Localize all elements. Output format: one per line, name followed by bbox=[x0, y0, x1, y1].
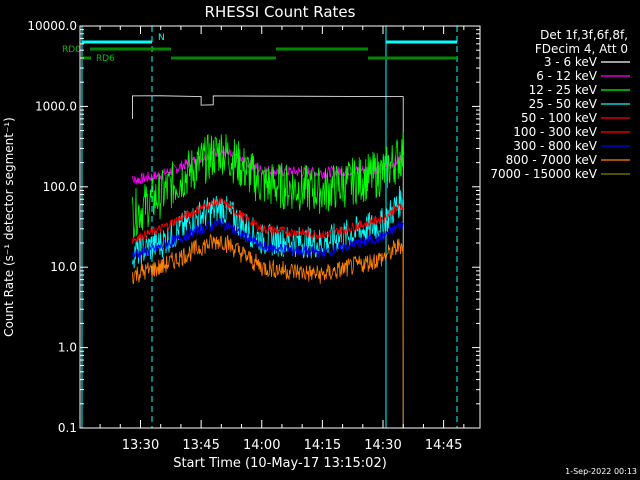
series-line-3-6-kev bbox=[132, 95, 404, 428]
series-line-300-800-kev bbox=[132, 217, 404, 260]
y-tick-label: 10.0 bbox=[50, 260, 77, 274]
y-tick-label: 1000.0 bbox=[35, 99, 77, 113]
x-tick-label: 13:45 bbox=[182, 438, 219, 453]
legend-header: FDecim 4, Att 0 bbox=[535, 42, 628, 56]
x-axis: 13:30 13:45 14:00 14:15 14:30 14:45 bbox=[99, 26, 465, 453]
series-line-25-50-kev bbox=[132, 185, 404, 269]
x-tick-label: 14:30 bbox=[364, 438, 401, 453]
legend-entry: 3 - 6 keV bbox=[544, 55, 598, 69]
rd0-label: RD0 bbox=[62, 45, 81, 55]
legend-entry: 25 - 50 keV bbox=[529, 97, 598, 111]
y-axis: 0.1 1.0 10.0 100.0 1000.0 10000.0 bbox=[27, 19, 480, 435]
legend-entry: 100 - 300 keV bbox=[513, 125, 597, 139]
night-label: N bbox=[158, 33, 165, 43]
legend-entry: 50 - 100 keV bbox=[521, 111, 598, 125]
legend-entry: 300 - 800 keV bbox=[513, 139, 597, 153]
y-tick-label: 1.0 bbox=[58, 341, 77, 355]
series-line-12-25-kev bbox=[132, 132, 404, 239]
chart-title: RHESSI Count Rates bbox=[205, 3, 356, 21]
series-line-800-7000-kev bbox=[132, 233, 404, 429]
legend-entry: 12 - 25 keV bbox=[529, 83, 598, 97]
x-axis-label: Start Time (10-May-17 13:15:02) bbox=[173, 456, 387, 471]
plot-frame bbox=[79, 25, 481, 429]
y-axis-label: Count Rate (s⁻¹ detector segment⁻¹) bbox=[2, 117, 16, 337]
rd6-label: RD6 bbox=[96, 54, 115, 64]
legend: Det 1f,3f,6f,8f,FDecim 4, Att 03 - 6 keV… bbox=[490, 28, 630, 181]
legend-entry: 800 - 7000 keV bbox=[506, 153, 598, 167]
legend-header: Det 1f,3f,6f,8f, bbox=[540, 28, 628, 42]
y-tick-label: 100.0 bbox=[43, 180, 77, 194]
y-tick-label: 10000.0 bbox=[27, 19, 77, 33]
plot-area: N RD0 RD6 bbox=[62, 26, 458, 429]
x-tick-label: 14:45 bbox=[425, 438, 462, 453]
x-tick-label: 14:15 bbox=[304, 438, 341, 453]
legend-entry: 7000 - 15000 keV bbox=[490, 167, 597, 181]
timestamp-label: 1-Sep-2022 00:13 bbox=[565, 467, 637, 476]
legend-entry: 6 - 12 keV bbox=[536, 69, 598, 83]
x-tick-label: 14:00 bbox=[243, 438, 280, 453]
y-tick-label: 0.1 bbox=[58, 421, 77, 435]
x-tick-label: 13:30 bbox=[122, 438, 159, 453]
series-line-6-12-kev bbox=[132, 147, 404, 185]
series-line-50-100-kev bbox=[132, 197, 404, 244]
